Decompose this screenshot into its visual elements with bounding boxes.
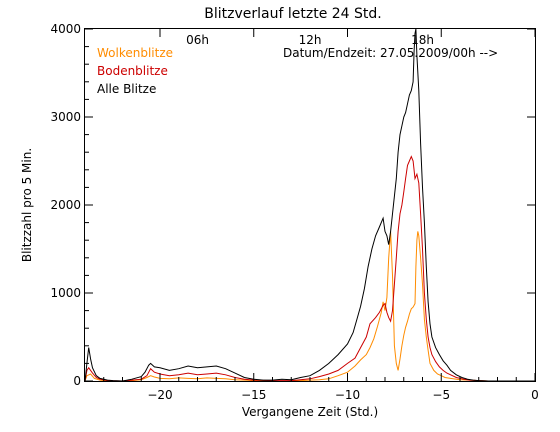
legend-entry-0: Wolkenblitze (97, 46, 173, 60)
x-tick-label: −5 (432, 388, 450, 402)
y-tick-label: 3000 (50, 110, 81, 124)
top-axis-label: 18h (411, 33, 434, 47)
x-axis-label: Vergangene Zeit (Std.) (242, 405, 378, 419)
plot-lines (84, 28, 535, 382)
date-annotation: Datum/Endzeit: 27.05.2009/00h --> (283, 46, 498, 60)
legend: Wolkenblitze Bodenblitze Alle Blitze (97, 46, 173, 96)
x-tick-label: −15 (241, 388, 266, 402)
top-axis-label: 06h (186, 33, 209, 47)
y-axis-label: Blitzzahl pro 5 Min. (20, 148, 34, 262)
legend-entry-1: Bodenblitze (97, 64, 168, 78)
y-tick-label: 0 (73, 374, 81, 388)
y-tick-label: 1000 (50, 286, 81, 300)
top-axis-label: 12h (299, 33, 322, 47)
plot-frame (84, 28, 536, 382)
x-tick-label: 0 (531, 388, 539, 402)
chart-title: Blitzverlauf letzte 24 Std. (204, 6, 381, 22)
x-tick-label: −20 (147, 388, 172, 402)
y-tick-label: 2000 (50, 198, 81, 212)
series-line-0 (84, 231, 535, 382)
axis-ticks: −20 −15 −10 −5 0 0 1000 2000 3000 4000 06h 12h 18h (50, 22, 538, 402)
series-line-2 (84, 28, 535, 382)
y-tick-label: 4000 (50, 22, 81, 36)
series-line-1 (84, 155, 535, 382)
legend-entry-2: Alle Blitze (97, 82, 156, 96)
x-tick-label: −10 (335, 388, 360, 402)
